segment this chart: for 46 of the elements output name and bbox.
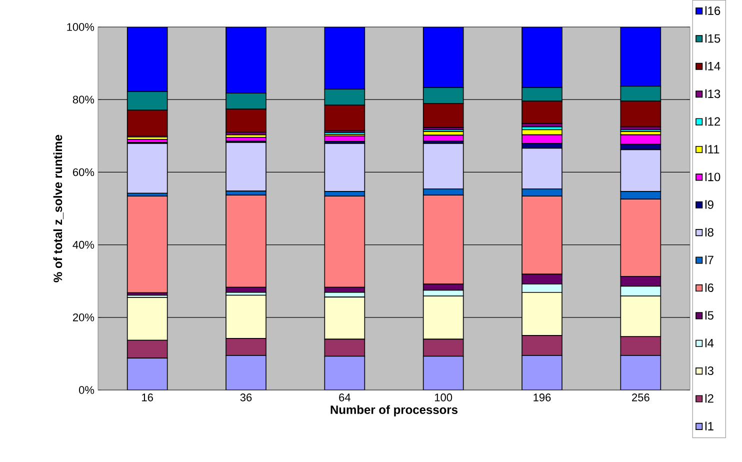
x-tick-label: 64 [339,394,350,402]
y-tick-label: 0% [78,386,94,394]
legend-label: l2 [705,394,714,403]
legend-label: l13 [705,89,720,98]
legend-label: l9 [705,200,714,209]
y-tick-label: 40% [72,240,94,249]
bar [522,355,562,390]
x-axis-title: Number of processors [330,405,458,416]
legend-label: l12 [705,116,720,126]
bar [422,27,464,88]
bar [422,356,464,390]
bar [324,27,366,90]
y-tick-label: 60% [73,168,94,176]
bar [126,196,168,294]
x-tick-label: 16 [142,394,153,402]
legend-label: l5 [705,310,714,320]
legend-label: l3 [705,366,714,376]
y-axis-title: % of total z_solve runtime [53,134,64,282]
legend-label: l6 [705,283,714,292]
legend-label: l1 [705,422,714,430]
bar [226,194,266,288]
legend-label: l8 [705,228,714,237]
bar [126,27,168,92]
y-tick-label: 100% [67,23,94,31]
x-tick-label: 196 [534,394,551,402]
y-tick-label: 20% [73,314,94,322]
legend-label: l16 [705,6,720,16]
legend-label: l10 [705,172,720,182]
bar [226,27,266,94]
x-tick-label: 256 [632,394,650,402]
bar [126,358,168,390]
bar [324,143,366,192]
bar [620,27,662,87]
bar [226,355,266,390]
x-tick-label: 36 [240,394,252,402]
bar [126,143,168,194]
bar [324,356,366,390]
legend-label: l7 [705,255,714,264]
x-tick-label: 100 [434,394,452,402]
legend-label: l14 [705,62,720,70]
legend-label: l15 [705,34,720,43]
legend-label: l11 [705,144,720,154]
legend-label: l4 [705,338,714,348]
bar [620,355,662,390]
y-tick-label: 80% [72,96,94,104]
bar [522,27,562,88]
